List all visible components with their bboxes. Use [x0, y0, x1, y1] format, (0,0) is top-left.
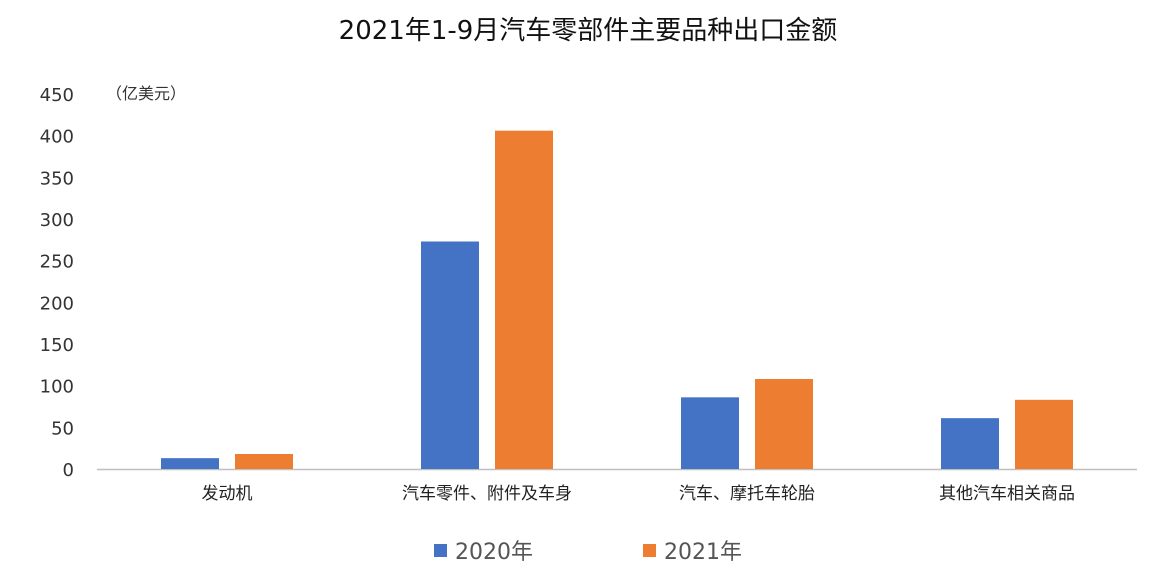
x-category-label: 汽车零件、附件及车身 [402, 484, 572, 504]
legend-label-2020: 2020年 [455, 540, 533, 565]
legend: 2020年 2021年 [0, 534, 1176, 566]
y-tick-label: 100 [40, 377, 74, 398]
legend-item-2021: 2021年 [643, 534, 742, 566]
bar-2020-cat-0 [161, 458, 219, 469]
y-tick-label: 250 [40, 252, 74, 273]
bar-2020-cat-1 [421, 241, 479, 469]
y-tick-label: 300 [40, 210, 74, 231]
y-tick-label: 0 [63, 460, 74, 481]
y-tick-label: 400 [40, 127, 74, 148]
bar-2021-cat-3 [1015, 399, 1073, 469]
y-tick-label: 50 [51, 418, 74, 439]
y-tick-label: 450 [40, 85, 74, 106]
chart-plot: 0 50 100 150 200 250 300 350 400 450 发动机 汽车零件、附件及车身… [40, 85, 1137, 504]
bar-2020-cat-2 [681, 397, 739, 469]
bar-2021-cat-0 [235, 454, 293, 469]
legend-swatch-2020 [434, 543, 447, 557]
x-category-label: 发动机 [202, 484, 253, 504]
y-tick-label: 350 [40, 168, 74, 189]
legend-swatch-2021 [643, 543, 656, 557]
bar-2020-cat-3 [941, 418, 999, 469]
y-tick-label: 200 [40, 293, 74, 314]
legend-label-2021: 2021年 [664, 540, 742, 565]
y-unit-label: （亿美元） [106, 84, 187, 103]
chart-title: 2021年1-9月汽车零部件主要品种出口金额 [338, 16, 838, 46]
legend-item-2020: 2020年 [434, 534, 533, 566]
y-tick-label: 150 [40, 335, 74, 356]
bar-2021-cat-1 [495, 130, 553, 469]
bar-2021-cat-2 [755, 379, 813, 469]
x-category-label: 汽车、摩托车轮胎 [679, 484, 815, 504]
x-category-label: 其他汽车相关商品 [939, 484, 1075, 504]
